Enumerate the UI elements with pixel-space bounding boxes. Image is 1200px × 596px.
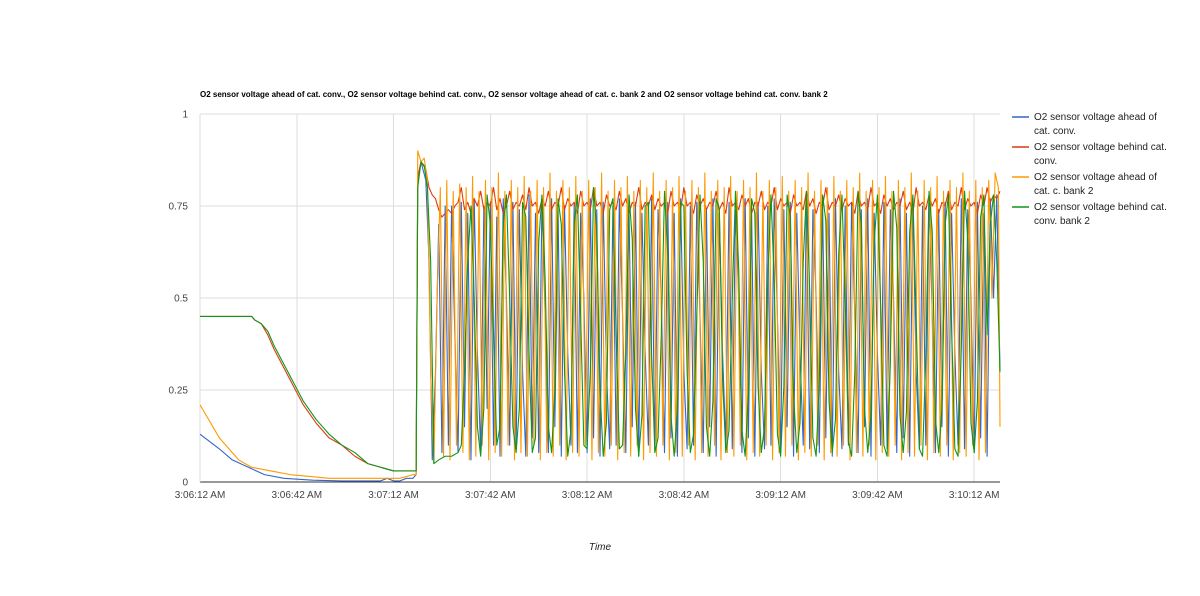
legend-item-4[interactable]: O2 sensor voltage behind cat. conv. bank … bbox=[1012, 202, 1167, 227]
x-tick-label: 3:09:42 AM bbox=[852, 490, 903, 501]
y-tick-label: 0.5 bbox=[174, 294, 188, 305]
x-axis-label: Time bbox=[589, 542, 612, 553]
y-tick-label: 1 bbox=[182, 110, 188, 121]
x-tick-label: 3:06:42 AM bbox=[271, 490, 322, 501]
x-tick-label: 3:08:12 AM bbox=[562, 490, 613, 501]
x-tick-label: 3:10:12 AM bbox=[949, 490, 1000, 501]
legend-item-2[interactable]: O2 sensor voltage behind cat. conv. bbox=[1012, 142, 1167, 167]
legend[interactable]: O2 sensor voltage ahead of cat. conv. O2 s… bbox=[1012, 112, 1167, 227]
legend-item-1[interactable]: O2 sensor voltage ahead of cat. conv. bbox=[1012, 112, 1157, 137]
y-tick-label: 0.25 bbox=[169, 386, 189, 397]
x-tick-label: 3:06:12 AM bbox=[175, 490, 226, 501]
series-lines bbox=[199, 150, 1001, 482]
y-tick-label: 0 bbox=[182, 478, 188, 489]
x-tick-label: 3:07:42 AM bbox=[465, 490, 516, 501]
x-tick-label: 3:08:42 AM bbox=[659, 490, 710, 501]
legend-label: O2 sensor voltage ahead of cat. conv. bbox=[1034, 112, 1157, 137]
legend-label: O2 sensor voltage behind cat. conv. bbox=[1034, 142, 1167, 167]
axes: 0 0.25 0.5 0.75 1 3:06:12 AM 3:06:42 AM 3:07:12… bbox=[169, 110, 1000, 501]
series-line-3 bbox=[199, 150, 1001, 479]
x-tick-label: 3:07:12 AM bbox=[368, 490, 419, 501]
y-tick-label: 0.75 bbox=[169, 202, 189, 213]
legend-item-3[interactable]: O2 sensor voltage ahead of cat. c. bank 2 bbox=[1012, 172, 1157, 197]
x-tick-label: 3:09:12 AM bbox=[755, 490, 806, 501]
legend-label: O2 sensor voltage behind cat. conv. bank … bbox=[1034, 202, 1167, 227]
legend-label: O2 sensor voltage ahead of cat. c. bank 2 bbox=[1034, 172, 1157, 197]
chart-title: O2 sensor voltage ahead of cat. conv., O… bbox=[200, 90, 828, 99]
series-line-4 bbox=[200, 161, 1001, 472]
grid bbox=[200, 113, 1000, 482]
